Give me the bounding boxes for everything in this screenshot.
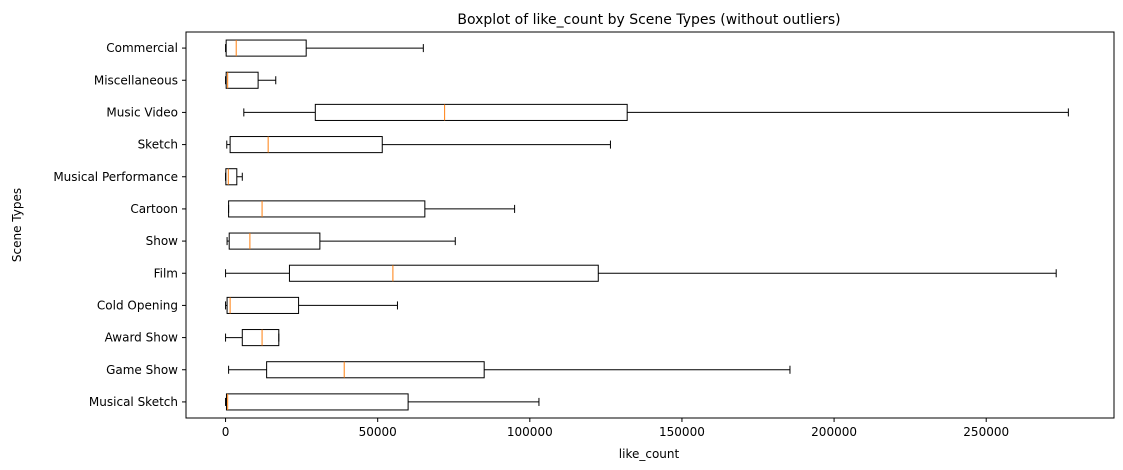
y-tick-label: Musical Sketch	[89, 395, 178, 409]
y-tick-label: Cartoon	[130, 202, 178, 216]
y-axis-label: Scene Types	[10, 188, 24, 262]
y-tick-label: Music Video	[106, 105, 178, 119]
x-tick-label: 50000	[359, 425, 397, 439]
x-tick-label: 200000	[811, 425, 857, 439]
box	[266, 361, 485, 379]
box	[241, 329, 280, 347]
x-axis-label: like_count	[619, 447, 680, 461]
y-tick-label: Miscellaneous	[94, 73, 178, 87]
box	[225, 393, 409, 411]
box	[225, 39, 307, 57]
box	[228, 200, 426, 218]
box	[225, 71, 259, 89]
box	[229, 136, 383, 154]
x-tick-label: 150000	[659, 425, 705, 439]
box	[225, 168, 238, 186]
box	[314, 103, 628, 121]
y-tick-label: Film	[154, 266, 178, 280]
chart-title: Boxplot of like_count by Scene Types (wi…	[457, 12, 840, 28]
y-tick-label: Commercial	[106, 41, 178, 55]
plot-frame	[185, 31, 1115, 419]
y-tick-label: Sketch	[138, 138, 178, 152]
x-tick-label: 0	[222, 425, 230, 439]
y-tick-label: Show	[146, 234, 179, 248]
y-tick-label: Musical Performance	[53, 170, 178, 184]
y-tick-label: Game Show	[106, 363, 178, 377]
box	[288, 264, 599, 282]
plot-area: Commercial Miscellaneous Music Video Sketch…	[53, 39, 1069, 439]
box	[226, 296, 300, 314]
x-tick-label: 250000	[963, 425, 1009, 439]
y-tick-label: Cold Opening	[97, 298, 178, 312]
y-tick-label: Award Show	[105, 331, 179, 345]
box	[228, 232, 321, 250]
x-tick-label: 100000	[507, 425, 553, 439]
